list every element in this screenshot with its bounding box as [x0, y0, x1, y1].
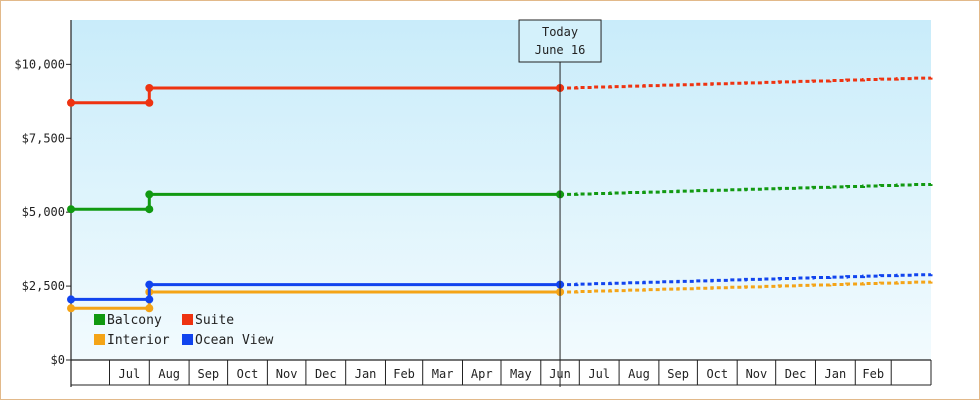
- x-tick-label: Dec: [785, 367, 807, 381]
- legend: Balcony Suite Interior Ocean View: [94, 313, 273, 348]
- series-line-forecast: [560, 280, 933, 294]
- plot-background: [71, 20, 931, 360]
- y-axis: $0 $2,500 $5,000 $7,500 $10,000: [14, 20, 72, 387]
- x-tick-label: Jan: [825, 367, 847, 381]
- legend-swatch: [94, 334, 105, 345]
- y-tick-label: $7,500: [22, 131, 65, 145]
- data-point: [145, 304, 154, 313]
- series-line-actual: [71, 86, 561, 105]
- x-tick-label: Aug: [158, 367, 180, 381]
- x-tick-label: Oct: [706, 367, 728, 381]
- x-tick-label: Oct: [237, 367, 259, 381]
- x-tick-label: Mar: [432, 367, 454, 381]
- series-line-forecast: [560, 183, 933, 196]
- x-tick-label: Nov: [746, 367, 768, 381]
- data-point: [145, 295, 154, 304]
- legend-label: Interior: [107, 333, 170, 348]
- x-tick-label: Aug: [628, 367, 650, 381]
- x-tick-label: May: [510, 367, 532, 381]
- legend-label: Ocean View: [195, 333, 273, 348]
- today-date-label: June 16: [535, 43, 586, 57]
- data-point: [145, 280, 154, 289]
- x-tick-label: Apr: [471, 367, 493, 381]
- today-label-box: [518, 19, 602, 63]
- y-tick-label: $5,000: [22, 205, 65, 219]
- data-point: [67, 295, 75, 304]
- x-tick-label: Jul: [119, 367, 141, 381]
- x-tick-label: Feb: [862, 367, 884, 381]
- today-marker: Today June 16: [518, 19, 602, 387]
- data-point: [145, 205, 154, 214]
- data-point: [145, 98, 154, 107]
- data-point: [67, 304, 75, 313]
- data-point: [145, 84, 154, 92]
- x-tick-label: Jan: [355, 367, 377, 381]
- data-point: [145, 190, 154, 199]
- x-tick-label: Jul: [588, 367, 610, 381]
- y-tick-label: $2,500: [22, 279, 65, 293]
- series-line-actual: [71, 283, 561, 301]
- legend-swatch: [182, 314, 193, 325]
- x-tick-label: Sep: [197, 367, 219, 381]
- legend-swatch: [182, 334, 193, 345]
- x-tick-label: Nov: [276, 367, 298, 381]
- series-line-forecast: [560, 76, 933, 90]
- legend-swatch: [94, 314, 105, 325]
- data-point: [67, 205, 75, 214]
- series-line-actual: [71, 192, 561, 211]
- series-layer: [67, 76, 933, 313]
- legend-label: Balcony: [107, 313, 162, 328]
- series-line-forecast: [560, 273, 933, 287]
- y-tick-label: $0: [51, 353, 65, 367]
- x-tick-label: Dec: [315, 367, 337, 381]
- legend-label: Suite: [195, 313, 234, 328]
- y-tick-label: $10,000: [14, 57, 65, 71]
- x-tick-label: Feb: [393, 367, 415, 381]
- today-label: Today: [542, 25, 578, 39]
- data-point: [67, 98, 75, 107]
- x-axis: Jul Aug Sep Oct Nov Dec Jan Feb Mar Apr May Jun Jul A…: [71, 359, 932, 386]
- x-tick-label: Sep: [667, 367, 689, 381]
